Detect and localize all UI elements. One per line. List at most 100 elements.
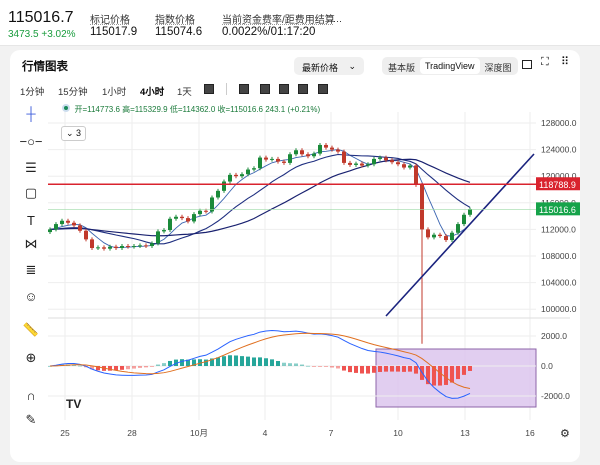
magnet-icon[interactable]: ∩: [26, 387, 36, 403]
macd-histogram-bar: [114, 366, 118, 371]
indicator-icon[interactable]: [239, 84, 249, 94]
macd-histogram-bar: [366, 366, 370, 374]
candle-body: [252, 168, 256, 170]
macd-histogram-bar: [264, 358, 268, 366]
timeframe-1m[interactable]: 1分钟: [20, 87, 45, 98]
macd-histogram-bar: [246, 356, 250, 366]
trend-line-icon[interactable]: −○−: [19, 133, 43, 149]
zoom-in-icon[interactable]: ⊕: [25, 350, 37, 365]
candle-body: [126, 246, 130, 248]
candle-body: [348, 162, 352, 165]
candle-body: [204, 210, 208, 212]
timeframe-1h[interactable]: 1小时: [102, 87, 127, 98]
tab-basic[interactable]: 基本版: [388, 63, 416, 73]
candle-body: [96, 247, 100, 249]
candle-body: [390, 160, 394, 163]
ruler-icon[interactable]: 📏: [22, 322, 40, 337]
macd-histogram-bar: [192, 359, 196, 366]
tab-tradingview[interactable]: TradingView: [420, 58, 480, 74]
macd-histogram-bar: [408, 366, 412, 372]
fullscreen-icon[interactable]: ⛶: [541, 56, 549, 68]
price-line-label: 118788.9: [539, 180, 576, 190]
macd-histogram-bar: [342, 366, 346, 371]
price-change: 3473.5 +3.02%: [8, 29, 76, 40]
timeframe-4h[interactable]: 4小时: [140, 87, 165, 98]
view-switch: 基本版 TradingView 深度图: [382, 57, 518, 75]
macd-histogram-bar: [198, 359, 202, 366]
candle-body: [60, 220, 64, 225]
macd-histogram-bar: [132, 366, 136, 369]
tab-depth[interactable]: 深度图: [484, 63, 512, 73]
more-button[interactable]: ···: [333, 16, 342, 26]
date-tick-label: 25: [60, 428, 70, 438]
candle-body: [240, 174, 244, 177]
price-type-select[interactable]: 最新价格 ⌄: [294, 57, 364, 75]
drag-handle-icon[interactable]: ⠿: [561, 56, 570, 68]
candle-body: [192, 214, 196, 222]
macd-histogram-bar: [240, 356, 244, 366]
macd-histogram-bar: [324, 366, 328, 367]
parallel-channel-icon[interactable]: ☰: [25, 160, 37, 175]
legend-open: 开=114773.6: [74, 105, 120, 114]
candle-body: [276, 158, 280, 162]
macd-histogram-bar: [78, 365, 82, 367]
candle-body: [264, 157, 268, 160]
legend-high: 高=115329.9: [122, 105, 168, 114]
replay-icon[interactable]: [298, 84, 308, 94]
candle-body: [198, 210, 202, 215]
candle-body: [318, 144, 322, 154]
candle-body: [342, 151, 346, 163]
candle-body: [456, 224, 460, 233]
candle-body: [114, 246, 118, 249]
candle-body: [426, 229, 430, 238]
macd-histogram-bar: [168, 360, 172, 366]
chart-type-icon[interactable]: [204, 84, 214, 94]
macd-histogram-bar: [276, 360, 280, 366]
macd-histogram-bar: [234, 355, 238, 366]
indicators-count: 3: [76, 128, 82, 138]
legend-low: 低=114362.0: [169, 105, 216, 114]
price-tick-label: 124000.0: [541, 145, 577, 155]
legend-close: 收=115016.6: [217, 105, 263, 114]
macd-histogram-bar: [180, 359, 184, 366]
price-type-value: 最新价格: [302, 63, 339, 73]
price-tick-label: 120000.0: [541, 171, 577, 181]
candle-body: [384, 157, 388, 161]
macd-histogram-bar: [414, 366, 418, 374]
fib-icon[interactable]: ≣: [25, 262, 37, 277]
emoji-icon[interactable]: ☺: [24, 288, 38, 304]
rectangle-icon[interactable]: ▢: [24, 185, 38, 200]
lock-drawing-icon[interactable]: ✎: [25, 412, 37, 427]
window-icon[interactable]: [522, 60, 532, 69]
macd-tick-label: -2000.0: [541, 391, 570, 401]
divider: [226, 83, 227, 95]
signal-line: [49, 332, 471, 389]
macd-histogram-bar: [282, 362, 286, 366]
candle-body: [354, 163, 358, 165]
date-tick-label: 10: [393, 428, 403, 438]
timeframe-1d[interactable]: 1天: [177, 87, 192, 98]
text-icon[interactable]: T: [27, 212, 35, 228]
macd-histogram-bar: [336, 366, 340, 369]
alert-icon[interactable]: [279, 84, 289, 94]
macd-histogram-bar: [384, 366, 388, 372]
candle-body: [462, 214, 466, 225]
candle-body: [372, 158, 376, 165]
moving-average-line: [49, 158, 471, 237]
candle-body: [402, 164, 406, 168]
date-tick-label: 7: [329, 428, 334, 438]
macd-histogram-bar: [306, 365, 310, 367]
ticker-bar: 115016.7 3473.5 +3.02% 标记价格 115017.9 指数价…: [0, 0, 600, 46]
date-tick-label: 28: [127, 428, 137, 438]
template-icon[interactable]: [260, 84, 270, 94]
indicators-toggle[interactable]: ⌄ 3: [61, 126, 87, 141]
pattern-icon[interactable]: ⋈: [24, 236, 38, 251]
candle-body: [294, 150, 298, 155]
macd-histogram-bar: [204, 359, 208, 366]
candle-body: [330, 147, 334, 150]
timeframe-15m[interactable]: 15分钟: [58, 87, 88, 98]
macd-histogram-bar: [270, 359, 274, 366]
crosshair-icon[interactable]: ┼: [26, 105, 36, 121]
settings-square-icon[interactable]: [318, 84, 328, 94]
